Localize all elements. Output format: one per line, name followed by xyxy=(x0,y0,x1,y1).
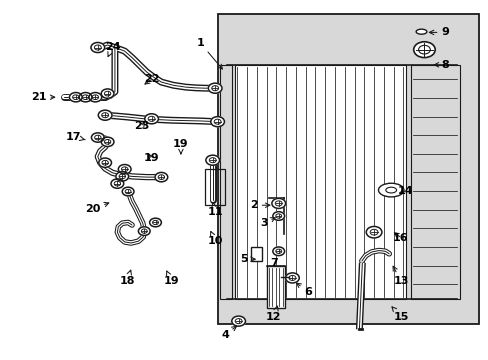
Circle shape xyxy=(271,198,285,208)
Circle shape xyxy=(210,117,224,127)
Text: 19: 19 xyxy=(143,153,159,163)
Text: 11: 11 xyxy=(207,203,223,217)
Text: 19: 19 xyxy=(163,271,179,286)
Circle shape xyxy=(111,179,123,188)
Text: 5: 5 xyxy=(240,254,255,264)
Ellipse shape xyxy=(385,187,396,193)
Circle shape xyxy=(205,155,219,165)
Text: 21: 21 xyxy=(31,92,55,102)
Circle shape xyxy=(149,218,161,227)
Text: 10: 10 xyxy=(207,231,223,246)
Text: 9: 9 xyxy=(428,27,448,37)
Text: 22: 22 xyxy=(143,74,159,84)
Circle shape xyxy=(366,226,381,238)
Circle shape xyxy=(144,114,158,124)
Circle shape xyxy=(101,89,114,98)
Circle shape xyxy=(272,212,284,220)
Bar xyxy=(220,65,232,299)
Circle shape xyxy=(91,133,104,142)
Text: 7: 7 xyxy=(269,258,277,268)
Text: 23: 23 xyxy=(134,121,149,131)
Text: 12: 12 xyxy=(265,306,281,322)
Circle shape xyxy=(231,316,245,326)
Text: 13: 13 xyxy=(392,266,408,286)
Text: 3: 3 xyxy=(260,218,275,228)
Circle shape xyxy=(155,172,167,182)
Circle shape xyxy=(91,42,104,53)
Circle shape xyxy=(118,165,131,174)
Bar xyxy=(234,65,405,299)
Circle shape xyxy=(101,137,114,147)
Circle shape xyxy=(99,158,111,167)
Circle shape xyxy=(79,93,92,102)
Bar xyxy=(250,247,261,261)
Circle shape xyxy=(116,172,128,181)
Text: 1: 1 xyxy=(196,38,222,69)
Circle shape xyxy=(122,187,134,196)
Ellipse shape xyxy=(415,29,426,34)
Circle shape xyxy=(272,247,284,256)
Bar xyxy=(266,266,285,308)
Bar xyxy=(410,65,459,299)
Circle shape xyxy=(285,273,299,283)
Text: 4: 4 xyxy=(221,326,236,340)
Text: 15: 15 xyxy=(391,307,408,322)
Text: 17: 17 xyxy=(65,132,85,142)
Text: 18: 18 xyxy=(119,270,135,286)
Text: 8: 8 xyxy=(433,60,448,70)
Circle shape xyxy=(208,83,222,93)
Circle shape xyxy=(98,110,112,120)
Text: 20: 20 xyxy=(85,202,108,214)
Circle shape xyxy=(89,93,102,102)
Ellipse shape xyxy=(378,183,403,197)
Circle shape xyxy=(69,93,82,102)
Text: 16: 16 xyxy=(392,233,408,243)
Text: 24: 24 xyxy=(104,42,120,57)
Text: 14: 14 xyxy=(397,186,413,196)
Text: 6: 6 xyxy=(296,283,311,297)
Text: 19: 19 xyxy=(173,139,188,154)
Text: 2: 2 xyxy=(250,200,269,210)
Circle shape xyxy=(413,42,434,58)
Bar xyxy=(217,14,478,324)
Circle shape xyxy=(138,227,150,235)
Bar xyxy=(205,169,224,205)
